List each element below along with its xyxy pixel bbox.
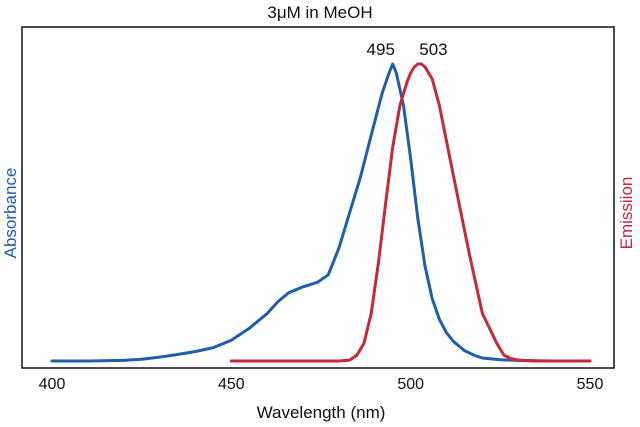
x-tick-label-400: 400 xyxy=(39,376,66,393)
plot-area xyxy=(21,26,615,369)
peak-labels: 495 503 xyxy=(367,40,448,59)
chart-title: 3μM in MeOH xyxy=(267,3,372,22)
peak-label-503: 503 xyxy=(419,40,447,59)
x-tick-label-550: 550 xyxy=(577,376,604,393)
series-line-absorbance xyxy=(50,62,592,363)
x-axis-label: Wavelength (nm) xyxy=(257,403,386,422)
x-tick-label-500: 500 xyxy=(397,376,424,393)
x-tick-labels: 400 450 500 550 xyxy=(39,376,604,393)
x-tick-label-450: 450 xyxy=(218,376,245,393)
peak-label-495: 495 xyxy=(367,40,395,59)
plot-frame xyxy=(21,26,615,369)
y-axis-label-right: Emissiion xyxy=(617,177,636,250)
y-axis-label-left: Absorbance xyxy=(1,168,20,259)
series-line-emissiion xyxy=(229,62,592,363)
